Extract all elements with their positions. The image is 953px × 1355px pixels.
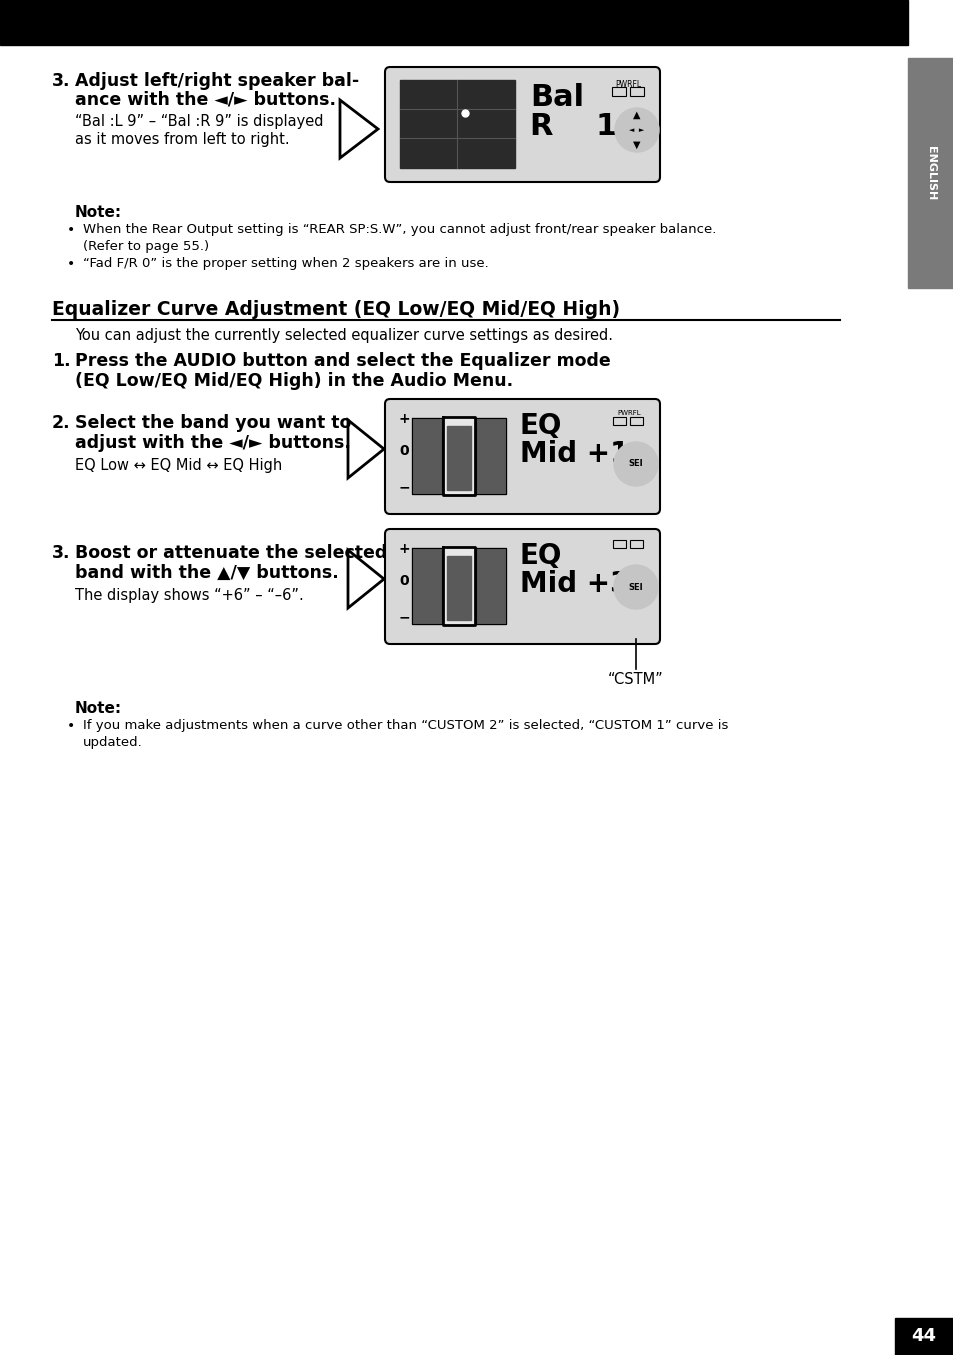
Text: Note:: Note: bbox=[75, 205, 122, 220]
Text: Boost or attenuate the selected: Boost or attenuate the selected bbox=[75, 543, 387, 562]
Text: When the Rear Output setting is “REAR SP:S.W”, you cannot adjust front/rear spea: When the Rear Output setting is “REAR SP… bbox=[83, 224, 716, 236]
Text: R    1: R 1 bbox=[530, 112, 617, 141]
Bar bbox=[476, 417, 505, 495]
Text: Mid +3: Mid +3 bbox=[519, 570, 629, 598]
Text: adjust with the ◄/► buttons.: adjust with the ◄/► buttons. bbox=[75, 434, 351, 453]
Text: 44: 44 bbox=[910, 1327, 936, 1346]
Bar bbox=[0, 0, 907, 45]
Text: 3.: 3. bbox=[52, 543, 71, 562]
Text: Mid +1: Mid +1 bbox=[519, 440, 629, 467]
FancyBboxPatch shape bbox=[385, 66, 659, 182]
Text: Note:: Note: bbox=[75, 701, 122, 715]
Bar bbox=[447, 425, 471, 459]
Text: “Bal :L 9” – “Bal :R 9” is displayed: “Bal :L 9” – “Bal :R 9” is displayed bbox=[75, 114, 323, 129]
Text: Bal: Bal bbox=[530, 83, 583, 112]
Text: EQ: EQ bbox=[519, 412, 561, 440]
Bar bbox=[613, 541, 625, 547]
Text: “Fad F/R 0” is the proper setting when 2 speakers are in use.: “Fad F/R 0” is the proper setting when 2… bbox=[83, 257, 488, 270]
Text: updated.: updated. bbox=[83, 736, 143, 749]
Text: (EQ Low/EQ Mid/EQ High) in the Audio Menu.: (EQ Low/EQ Mid/EQ High) in the Audio Men… bbox=[75, 373, 513, 390]
Text: You can adjust the currently selected equalizer curve settings as desired.: You can adjust the currently selected eq… bbox=[75, 328, 613, 343]
FancyBboxPatch shape bbox=[385, 528, 659, 644]
Text: “CSTM”: “CSTM” bbox=[607, 672, 663, 687]
Text: band with the ▲/▼ buttons.: band with the ▲/▼ buttons. bbox=[75, 564, 338, 583]
Text: ENGLISH: ENGLISH bbox=[925, 146, 935, 201]
Bar bbox=[476, 547, 505, 625]
Text: +: + bbox=[398, 542, 410, 556]
Bar bbox=[447, 556, 471, 589]
Text: The display shows “+6” – “–6”.: The display shows “+6” – “–6”. bbox=[75, 588, 303, 603]
Circle shape bbox=[614, 565, 658, 608]
Text: Equalizer Curve Adjustment (EQ Low/EQ Mid/EQ High): Equalizer Curve Adjustment (EQ Low/EQ Mi… bbox=[52, 299, 619, 318]
Text: Press the AUDIO button and select the Equalizer mode: Press the AUDIO button and select the Eq… bbox=[75, 352, 610, 370]
Circle shape bbox=[615, 108, 659, 152]
Bar bbox=[412, 417, 441, 495]
Bar bbox=[629, 87, 643, 96]
Bar bbox=[612, 87, 625, 96]
Text: +: + bbox=[398, 412, 410, 425]
Text: −: − bbox=[398, 480, 410, 495]
Text: 1.: 1. bbox=[52, 352, 71, 370]
Text: SEI: SEI bbox=[628, 583, 642, 592]
Text: (Refer to page 55.): (Refer to page 55.) bbox=[83, 240, 209, 253]
Text: 0: 0 bbox=[398, 575, 408, 588]
Text: EQ Low ↔ EQ Mid ↔ EQ High: EQ Low ↔ EQ Mid ↔ EQ High bbox=[75, 458, 282, 473]
Bar bbox=[894, 1318, 953, 1355]
Text: ◄  ►: ◄ ► bbox=[629, 127, 644, 133]
Text: If you make adjustments when a curve other than “CUSTOM 2” is selected, “CUSTOM : If you make adjustments when a curve oth… bbox=[83, 720, 727, 732]
Text: Select the band you want to: Select the band you want to bbox=[75, 415, 351, 432]
Bar bbox=[443, 547, 474, 625]
FancyBboxPatch shape bbox=[385, 398, 659, 514]
Text: 0: 0 bbox=[398, 444, 408, 458]
Bar bbox=[412, 547, 441, 625]
Bar bbox=[443, 417, 474, 495]
Text: •: • bbox=[67, 257, 75, 271]
Text: PWRFL: PWRFL bbox=[617, 411, 640, 416]
Text: SEI: SEI bbox=[628, 459, 642, 469]
Text: 3.: 3. bbox=[52, 72, 71, 89]
Text: ▼: ▼ bbox=[633, 140, 640, 150]
Text: PWRFL: PWRFL bbox=[615, 80, 640, 89]
Bar bbox=[447, 589, 471, 621]
Bar bbox=[629, 417, 642, 425]
Circle shape bbox=[614, 442, 658, 486]
Bar bbox=[907, 58, 953, 289]
Text: as it moves from left to right.: as it moves from left to right. bbox=[75, 131, 290, 146]
Text: EQ: EQ bbox=[519, 542, 561, 570]
Text: −: − bbox=[398, 610, 410, 625]
Text: •: • bbox=[67, 720, 75, 733]
Bar bbox=[613, 417, 625, 425]
Bar bbox=[447, 459, 471, 491]
Text: •: • bbox=[67, 224, 75, 237]
Text: 2.: 2. bbox=[52, 415, 71, 432]
Text: ▲: ▲ bbox=[633, 110, 640, 121]
Bar bbox=[629, 541, 642, 547]
Bar bbox=[399, 80, 515, 168]
Text: Adjust left/right speaker bal-: Adjust left/right speaker bal- bbox=[75, 72, 359, 89]
Text: ance with the ◄/► buttons.: ance with the ◄/► buttons. bbox=[75, 89, 335, 108]
